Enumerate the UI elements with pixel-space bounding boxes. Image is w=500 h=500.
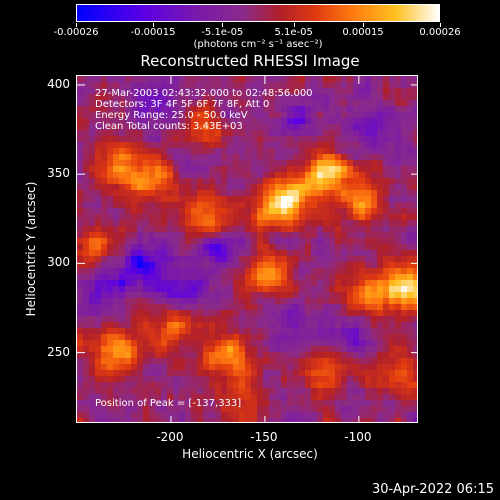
annotation-energy-range: Energy Range: 25.0 - 50.0 keV <box>95 110 248 121</box>
colorbar-tick-label: 0.00026 <box>419 27 461 38</box>
chart-title: Reconstructed RHESSI Image <box>140 52 360 70</box>
colorbar-tick-label: -5.1e-05 <box>201 27 244 38</box>
colorbar-tick-label: 5.1e-05 <box>274 27 313 38</box>
colorbar-tick-label: -0.00015 <box>130 27 176 38</box>
y-tick-label: 350 <box>47 166 70 181</box>
heatmap-cells <box>77 76 417 422</box>
colorbar-unit: (photons cm⁻² s⁻¹ asec⁻²) <box>193 39 323 50</box>
annotation-peak-position: Position of Peak = [-137,333] <box>95 398 242 409</box>
timestamp: 30-Apr-2022 06:15 <box>372 482 494 497</box>
annotation-clean-counts: Clean Total counts: 3.43E+03 <box>95 121 243 132</box>
annotation-time-range: 27-Mar-2003 02:43:32.000 to 02:48:56.000 <box>95 88 313 99</box>
colorbar <box>76 4 440 22</box>
colorbar-tick-mark <box>363 23 364 27</box>
plot-area: 27-Mar-2003 02:43:32.000 to 02:48:56.000… <box>76 75 418 423</box>
y-tick-label: 250 <box>47 344 70 359</box>
colorbar-tick-label: 0.00015 <box>342 27 384 38</box>
colorbar-tick-mark <box>440 23 441 27</box>
x-tick-label: -150 <box>250 430 278 444</box>
y-tick-label: 400 <box>47 76 70 91</box>
y-tick-label: 300 <box>47 255 70 270</box>
x-tick-label: -200 <box>156 430 184 444</box>
annotation-detectors: Detectors: 3F 4F 5F 6F 7F 8F, Att 0 <box>95 99 270 110</box>
x-axis-label: Heliocentric X (arcsec) <box>182 447 318 461</box>
x-tick-label: -100 <box>344 430 372 444</box>
peak-marker <box>287 202 291 206</box>
colorbar-tick-label: -0.00026 <box>53 27 99 38</box>
colorbar-tick-mark <box>153 23 154 27</box>
colorbar-tick-mark <box>293 23 295 27</box>
y-axis-label: Heliocentric Y (arcsec) <box>24 181 38 317</box>
colorbar-tick-mark <box>76 23 77 27</box>
heatmap-image <box>77 76 417 422</box>
colorbar-tick-mark <box>222 23 224 27</box>
